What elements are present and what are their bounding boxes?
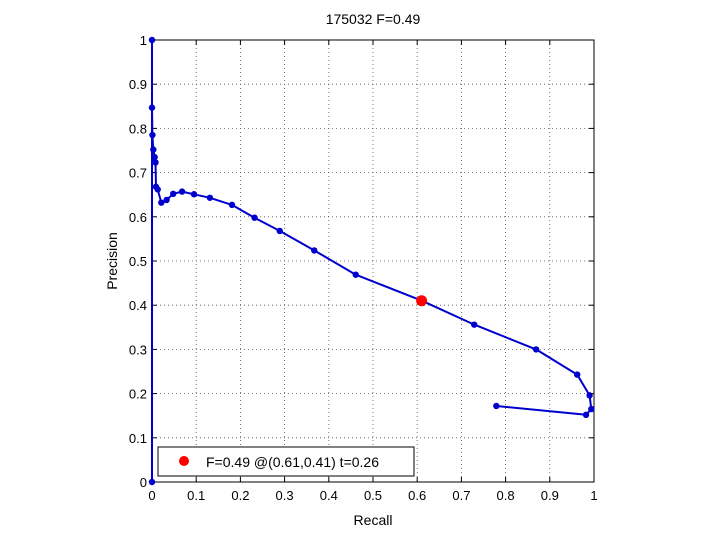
x-tick-label: 0.2 xyxy=(231,488,249,503)
data-point xyxy=(170,190,177,198)
data-point xyxy=(582,411,590,419)
data-point xyxy=(150,146,157,153)
data-point xyxy=(586,392,593,399)
series-layer xyxy=(148,36,595,486)
x-tick-labels: 0 0.1 0.2 0.3 0.4 0.5 0.6 0.7 0.8 0.9 1 xyxy=(148,488,597,503)
x-tick-label: 0.1 xyxy=(187,488,205,503)
y-tick-label: 0.3 xyxy=(129,342,147,357)
grid-lines xyxy=(152,40,594,482)
legend-marker xyxy=(179,456,189,466)
data-point xyxy=(190,191,198,198)
chart-title: 175032 F=0.49 xyxy=(326,11,421,27)
data-point xyxy=(163,196,170,204)
series-line xyxy=(151,39,593,482)
x-tick-label: 0.8 xyxy=(497,488,515,503)
data-point xyxy=(148,478,156,486)
y-tick-label: 0.9 xyxy=(129,77,147,92)
x-tick-label: 0.9 xyxy=(541,488,559,503)
x-tick-label: 0 xyxy=(148,488,155,503)
data-point xyxy=(228,201,236,209)
y-tick-label: 0.4 xyxy=(129,298,147,313)
y-tick-label: 0.1 xyxy=(129,431,147,446)
data-point xyxy=(532,346,540,353)
y-tick-label: 0.2 xyxy=(129,387,147,402)
data-point xyxy=(158,199,165,206)
y-tick-label: 0 xyxy=(140,475,147,490)
y-tick-label: 0.6 xyxy=(129,210,147,225)
data-point xyxy=(588,405,595,413)
data-point xyxy=(154,186,161,193)
data-point xyxy=(152,159,159,166)
data-point xyxy=(206,194,214,201)
x-tick-label: 0.4 xyxy=(320,488,338,503)
data-point xyxy=(149,131,156,139)
legend-label: F=0.49 @(0.61,0.41) t=0.26 xyxy=(206,454,379,470)
data-point xyxy=(276,227,283,235)
y-tick-labels: 0 0.1 0.2 0.3 0.4 0.5 0.6 0.7 0.8 0.9 1 xyxy=(129,33,147,490)
legend-box xyxy=(157,446,415,477)
data-point xyxy=(148,36,156,44)
x-tick-label: 0.7 xyxy=(452,488,470,503)
x-tick-label: 0.3 xyxy=(276,488,294,503)
legend: F=0.49 @(0.61,0.41) t=0.26 xyxy=(157,446,415,477)
data-point xyxy=(493,402,500,410)
x-axis-title: Recall xyxy=(354,512,393,528)
y-tick-label: 0.5 xyxy=(129,254,147,269)
data-point xyxy=(178,188,186,195)
data-point xyxy=(148,104,156,111)
data-point xyxy=(311,247,318,254)
y-axis-title: Precision xyxy=(104,232,120,290)
highlight-layer xyxy=(416,295,428,307)
data-point xyxy=(471,321,478,328)
data-point xyxy=(352,271,359,278)
y-tick-label: 0.8 xyxy=(129,121,147,136)
y-tick-label: 0.7 xyxy=(129,166,147,181)
data-point xyxy=(574,371,581,378)
x-tick-label: 0.6 xyxy=(408,488,426,503)
data-point xyxy=(151,153,158,161)
x-tick-label: 0.5 xyxy=(364,488,382,503)
x-tick-label: 1 xyxy=(590,488,597,503)
y-tick-label: 1 xyxy=(140,33,147,48)
best-f-marker xyxy=(416,295,428,307)
data-point xyxy=(251,214,258,221)
